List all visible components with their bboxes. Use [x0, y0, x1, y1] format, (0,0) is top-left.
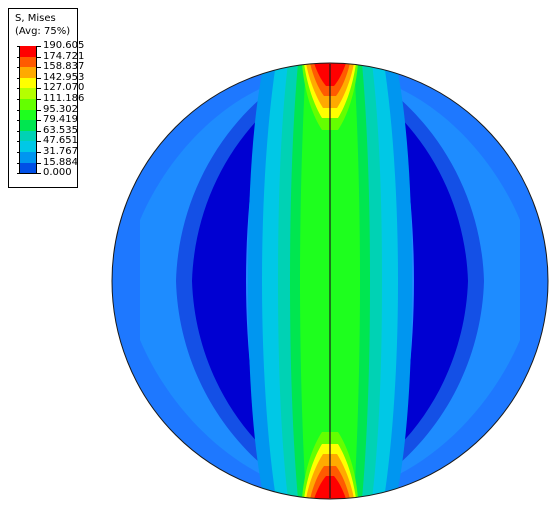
- legend-value-label: 142.953: [43, 71, 85, 83]
- legend-color-swatch: [19, 130, 37, 142]
- disc-outline: [111, 62, 549, 500]
- right-lobe-min: [398, 115, 468, 447]
- legend-value-label: 174.721: [43, 50, 85, 62]
- legend-color-swatch: [19, 141, 37, 152]
- legend-value-label: 190.605: [43, 40, 85, 51]
- legend-color-swatch: [19, 46, 37, 57]
- legend-color-swatch: [19, 77, 37, 89]
- legend-tick: [17, 173, 41, 175]
- legend-value-label: 79.419: [43, 114, 78, 126]
- left-lobe-min: [192, 115, 262, 447]
- legend-value-label: 15.884: [43, 156, 78, 168]
- legend-value-label: 0.000: [43, 167, 72, 179]
- legend-color-swatch: [19, 99, 37, 110]
- legend-color-swatch: [19, 152, 37, 163]
- legend-value-label: 158.837: [43, 61, 85, 73]
- legend-color-swatch: [19, 109, 37, 121]
- legend-value-label: 47.651: [43, 135, 78, 147]
- legend-color-swatch: [19, 56, 37, 68]
- legend-value-label: 31.767: [43, 146, 78, 157]
- legend-value-label: 127.070: [43, 82, 85, 94]
- legend-color-swatch: [19, 67, 37, 78]
- legend-color-swatch: [19, 88, 37, 99]
- legend-title: S, Mises: [15, 13, 56, 24]
- legend-value-label: 95.302: [43, 103, 78, 115]
- legend-color-swatch: [19, 120, 37, 131]
- legend-color-swatch: [19, 162, 37, 174]
- legend-subtitle: (Avg: 75%): [15, 26, 71, 37]
- legend-value-label: 63.535: [43, 124, 78, 136]
- legend-value-label: 111.186: [43, 93, 85, 104]
- stress-legend: S, Mises (Avg: 75%) 190.605 174.721 158.83…: [8, 8, 84, 188]
